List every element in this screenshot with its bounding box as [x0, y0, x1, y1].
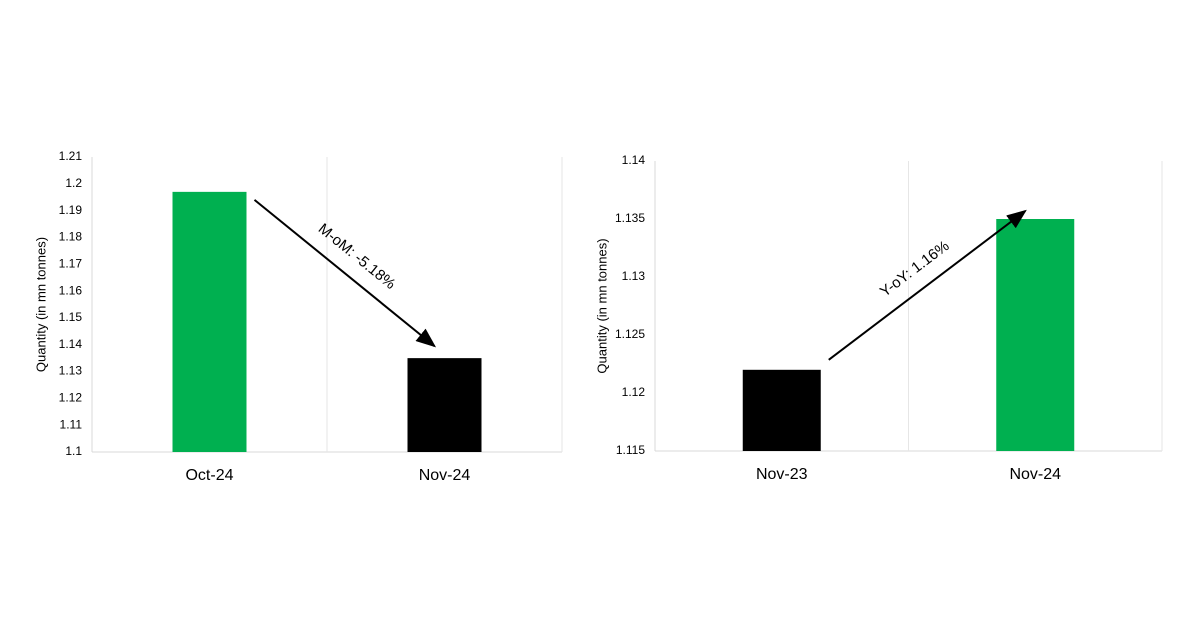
y-tick-label: 1.21 [59, 149, 83, 163]
y-tick-label: 1.115 [616, 443, 645, 457]
y-tick-label: 1.15 [59, 310, 83, 324]
y-tick-label: 1.14 [622, 153, 646, 167]
x-tick-label: Oct-24 [185, 467, 233, 484]
y-tick-label: 1.13 [622, 269, 646, 283]
y-tick-label: 1.13 [59, 364, 83, 378]
bar [742, 369, 821, 451]
y-tick-label: 1.17 [59, 256, 83, 270]
y-tick-label: 1.12 [59, 391, 83, 405]
y-tick-label: 1.2 [65, 176, 82, 190]
bar [172, 191, 247, 452]
change-arrow [253, 199, 437, 348]
bar [996, 219, 1075, 451]
y-tick-label: 1.1 [65, 444, 82, 458]
bar [407, 358, 482, 452]
y-axis-label: Quantity (in mn tonnes) [594, 238, 609, 373]
y-axis-label: Quantity (in mn tonnes) [33, 237, 48, 372]
y-tick-label: 1.19 [59, 203, 83, 217]
y-tick-label: 1.12 [622, 385, 646, 399]
y-tick-label: 1.18 [59, 230, 83, 244]
y-tick-label: 1.125 [615, 327, 645, 341]
change-annotation: Y-oY: 1.16% [877, 237, 953, 300]
y-tick-label: 1.14 [59, 337, 83, 351]
x-tick-label: Nov-24 [419, 467, 471, 484]
y-tick-label: 1.16 [59, 283, 83, 297]
change-arrow [828, 209, 1027, 361]
y-tick-label: 1.11 [60, 417, 83, 431]
x-tick-label: Nov-24 [1009, 466, 1061, 483]
y-tick-label: 1.135 [615, 211, 645, 225]
x-tick-label: Nov-23 [756, 466, 808, 483]
